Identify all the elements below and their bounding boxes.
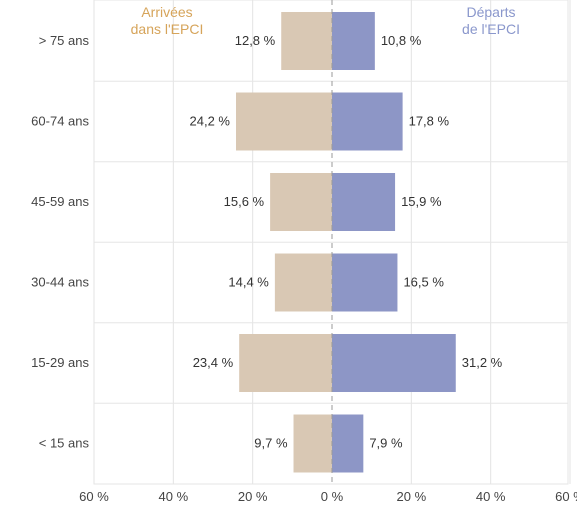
bar-departs-4 bbox=[332, 334, 456, 392]
legend-arrivees-line-0: Arrivées bbox=[141, 4, 192, 20]
category-label-2: 45-59 ans bbox=[31, 194, 89, 209]
bar-arrivees-1 bbox=[236, 92, 332, 151]
x-tick-label-2: 20 % bbox=[238, 489, 268, 504]
bar-departs-5 bbox=[332, 414, 364, 473]
category-label-4: 15-29 ans bbox=[31, 355, 89, 370]
bar-arrivees-5 bbox=[293, 414, 332, 473]
category-label-5: < 15 ans bbox=[39, 436, 90, 451]
value-label-departs-0: 10,8 % bbox=[381, 33, 422, 48]
value-label-departs-4: 31,2 % bbox=[462, 355, 503, 370]
value-label-departs-2: 15,9 % bbox=[401, 194, 442, 209]
bar-departs-2 bbox=[332, 173, 396, 231]
value-label-arrivees-0: 12,8 % bbox=[235, 33, 276, 48]
value-label-departs-5: 7,9 % bbox=[369, 436, 403, 451]
legend-departs-line-1: de l'EPCI bbox=[462, 21, 520, 37]
value-label-arrivees-4: 23,4 % bbox=[193, 355, 234, 370]
value-label-arrivees-1: 24,2 % bbox=[190, 114, 231, 129]
category-label-3: 30-44 ans bbox=[31, 275, 89, 290]
x-tick-label-1: 40 % bbox=[159, 489, 189, 504]
x-tick-label-3: 0 % bbox=[321, 489, 344, 504]
legend-arrivees-line-1: dans l'EPCI bbox=[131, 21, 204, 37]
category-label-0: > 75 ans bbox=[39, 33, 90, 48]
value-label-arrivees-5: 9,7 % bbox=[254, 436, 288, 451]
value-label-departs-3: 16,5 % bbox=[403, 275, 444, 290]
bar-arrivees-4 bbox=[239, 334, 332, 392]
bar-arrivees-0 bbox=[281, 12, 332, 70]
bar-departs-3 bbox=[332, 253, 398, 312]
bar-departs-0 bbox=[332, 12, 375, 70]
x-tick-label-5: 40 % bbox=[476, 489, 506, 504]
value-label-arrivees-3: 14,4 % bbox=[228, 275, 269, 290]
bar-arrivees-3 bbox=[274, 253, 332, 312]
value-label-arrivees-2: 15,6 % bbox=[224, 194, 265, 209]
legend-departs-line-0: Départs bbox=[466, 4, 515, 20]
x-tick-label-6: 60 % bbox=[555, 489, 577, 504]
bar-departs-1 bbox=[332, 92, 403, 151]
x-tick-label-4: 20 % bbox=[397, 489, 427, 504]
value-label-departs-1: 17,8 % bbox=[409, 114, 450, 129]
x-tick-label-0: 60 % bbox=[79, 489, 109, 504]
bar-arrivees-2 bbox=[270, 173, 332, 231]
category-label-1: 60-74 ans bbox=[31, 114, 89, 129]
